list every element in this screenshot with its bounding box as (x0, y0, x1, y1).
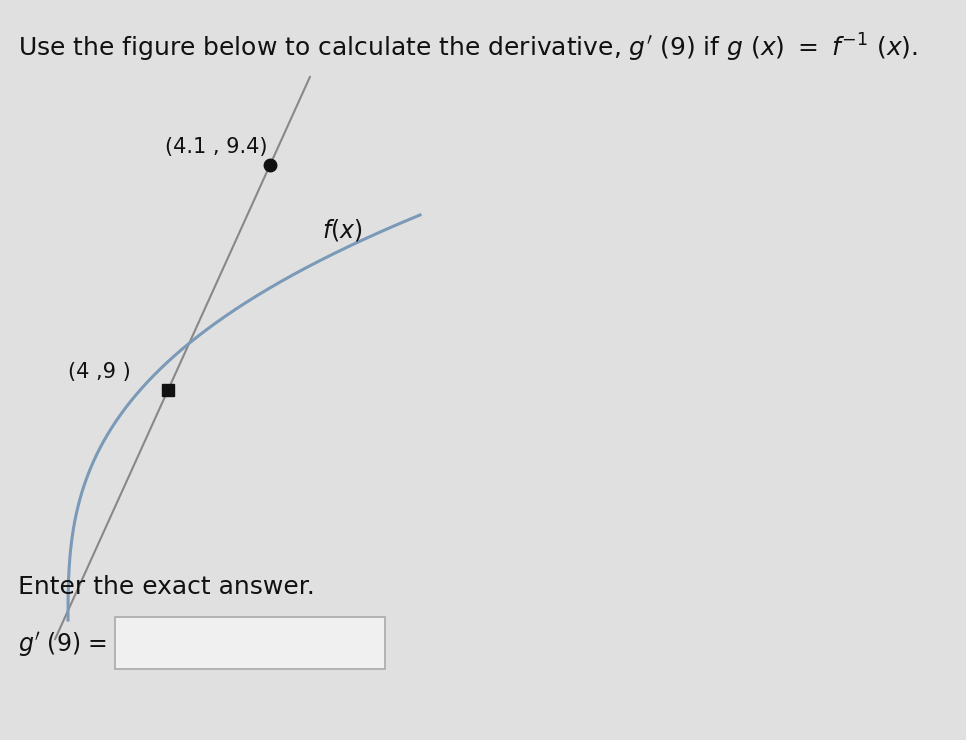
Text: (4 ,9 ): (4 ,9 ) (68, 362, 130, 382)
Text: Use the figure below to calculate the derivative, $g'$ (9) if $g$ $(x)$ $=$ $f^{: Use the figure below to calculate the de… (18, 32, 918, 64)
Text: Enter the exact answer.: Enter the exact answer. (18, 575, 315, 599)
FancyBboxPatch shape (115, 617, 385, 669)
Text: (4.1 , 9.4): (4.1 , 9.4) (165, 137, 268, 157)
Text: $g'$ (9) =: $g'$ (9) = (18, 630, 107, 659)
Text: $f(x)$: $f(x)$ (322, 217, 362, 243)
